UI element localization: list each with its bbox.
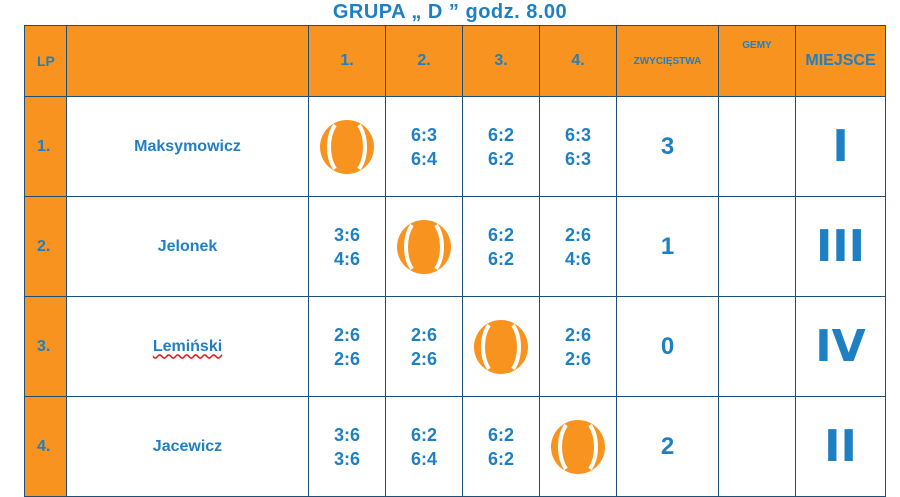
header-name [66, 25, 309, 97]
table-row: 4. Jacewicz 3:6 3:6 6:2 6:4 6:2 6:2 2 II [24, 396, 886, 497]
score-cell [308, 96, 386, 197]
score-cell [462, 296, 540, 397]
tennis-ball-icon [320, 119, 374, 174]
tennis-ball-icon [474, 319, 528, 374]
set-score: 2:6 [333, 324, 360, 345]
games-cell [718, 196, 796, 297]
player-name: Jelonek [66, 196, 309, 297]
wins-cell: 3 [616, 96, 719, 197]
set-score: 6:2 [487, 424, 514, 445]
player-name-text: Jacewicz [152, 437, 223, 455]
header-col-4: 4. [539, 25, 617, 97]
set-score: 6:4 [410, 448, 437, 469]
table-row: 2. Jelonek 3:6 4:6 6:2 6:2 2:6 4:6 1 III [24, 196, 886, 297]
set-score: 4:6 [564, 248, 591, 269]
set-score: 6:3 [564, 124, 591, 145]
set-score: 6:4 [410, 148, 437, 169]
set-score: 3:6 [333, 224, 360, 245]
header-place: MIEJSCE [795, 25, 886, 97]
set-score: 2:6 [410, 348, 437, 369]
header-col-1: 1. [308, 25, 386, 97]
set-score: 6:2 [487, 448, 514, 469]
player-name: Maksymowicz [66, 96, 309, 197]
tennis-ball-icon [397, 219, 451, 274]
row-number: 1. [24, 96, 67, 197]
score-cell: 2:6 2:6 [385, 296, 463, 397]
place-cell: I [795, 96, 886, 197]
wins-cell: 0 [616, 296, 719, 397]
score-cell [539, 396, 617, 497]
set-score: 2:6 [564, 224, 591, 245]
player-name: Lemiński [66, 296, 309, 397]
set-score: 3:6 [333, 448, 360, 469]
place-cell: III [795, 196, 886, 297]
tennis-ball-icon [551, 419, 605, 474]
set-score: 6:3 [410, 124, 437, 145]
score-cell: 3:6 4:6 [308, 196, 386, 297]
set-score: 2:6 [333, 348, 360, 369]
set-score: 3:6 [333, 424, 360, 445]
score-cell: 2:6 2:6 [308, 296, 386, 397]
row-number: 2. [24, 196, 67, 297]
results-table: LP 1. 2. 3. 4. ZWYCIĘSTWA GEMY MIEJSCE 1… [24, 25, 886, 497]
score-cell: 6:3 6:4 [385, 96, 463, 197]
player-name: Jacewicz [66, 396, 309, 497]
score-cell: 6:3 6:3 [539, 96, 617, 197]
score-cell [385, 196, 463, 297]
score-cell: 6:2 6:4 [385, 396, 463, 497]
header-lp: LP [24, 25, 67, 97]
header-col-3: 3. [462, 25, 540, 97]
set-score: 6:2 [487, 224, 514, 245]
set-score: 2:6 [410, 324, 437, 345]
place-cell: IV [795, 296, 886, 397]
place-cell: II [795, 396, 886, 497]
header-col-2: 2. [385, 25, 463, 97]
set-score: 6:2 [487, 248, 514, 269]
player-name-text: Jelonek [157, 237, 218, 255]
set-score: 6:3 [564, 148, 591, 169]
set-score: 2:6 [564, 348, 591, 369]
header-wins: ZWYCIĘSTWA [616, 25, 719, 97]
games-cell [718, 96, 796, 197]
score-cell: 6:2 6:2 [462, 196, 540, 297]
set-score: 2:6 [564, 324, 591, 345]
row-number: 3. [24, 296, 67, 397]
header-row: LP 1. 2. 3. 4. ZWYCIĘSTWA GEMY MIEJSCE [24, 25, 886, 97]
row-number: 4. [24, 396, 67, 497]
score-cell: 3:6 3:6 [308, 396, 386, 497]
player-name-text: Maksymowicz [134, 137, 241, 155]
games-cell [718, 296, 796, 397]
set-score: 4:6 [333, 248, 360, 269]
page-title: GRUPA „ D ” godz. 8.00 [332, 1, 568, 23]
table-row: 1. Maksymowicz 6:3 6:4 6:2 6:2 6:3 6:3 3 I [24, 96, 886, 197]
header-games: GEMY [718, 25, 796, 97]
set-score: 6:2 [487, 124, 514, 145]
score-cell: 2:6 4:6 [539, 196, 617, 297]
set-score: 6:2 [487, 148, 514, 169]
wins-cell: 2 [616, 396, 719, 497]
games-cell [718, 396, 796, 497]
player-name-text: Lemiński [152, 337, 223, 355]
set-score: 6:2 [410, 424, 437, 445]
wins-cell: 1 [616, 196, 719, 297]
table-row: 3. Lemiński 2:6 2:6 2:6 2:6 2:6 2:6 0 IV [24, 296, 886, 397]
score-cell: 6:2 6:2 [462, 396, 540, 497]
score-cell: 2:6 2:6 [539, 296, 617, 397]
score-cell: 6:2 6:2 [462, 96, 540, 197]
